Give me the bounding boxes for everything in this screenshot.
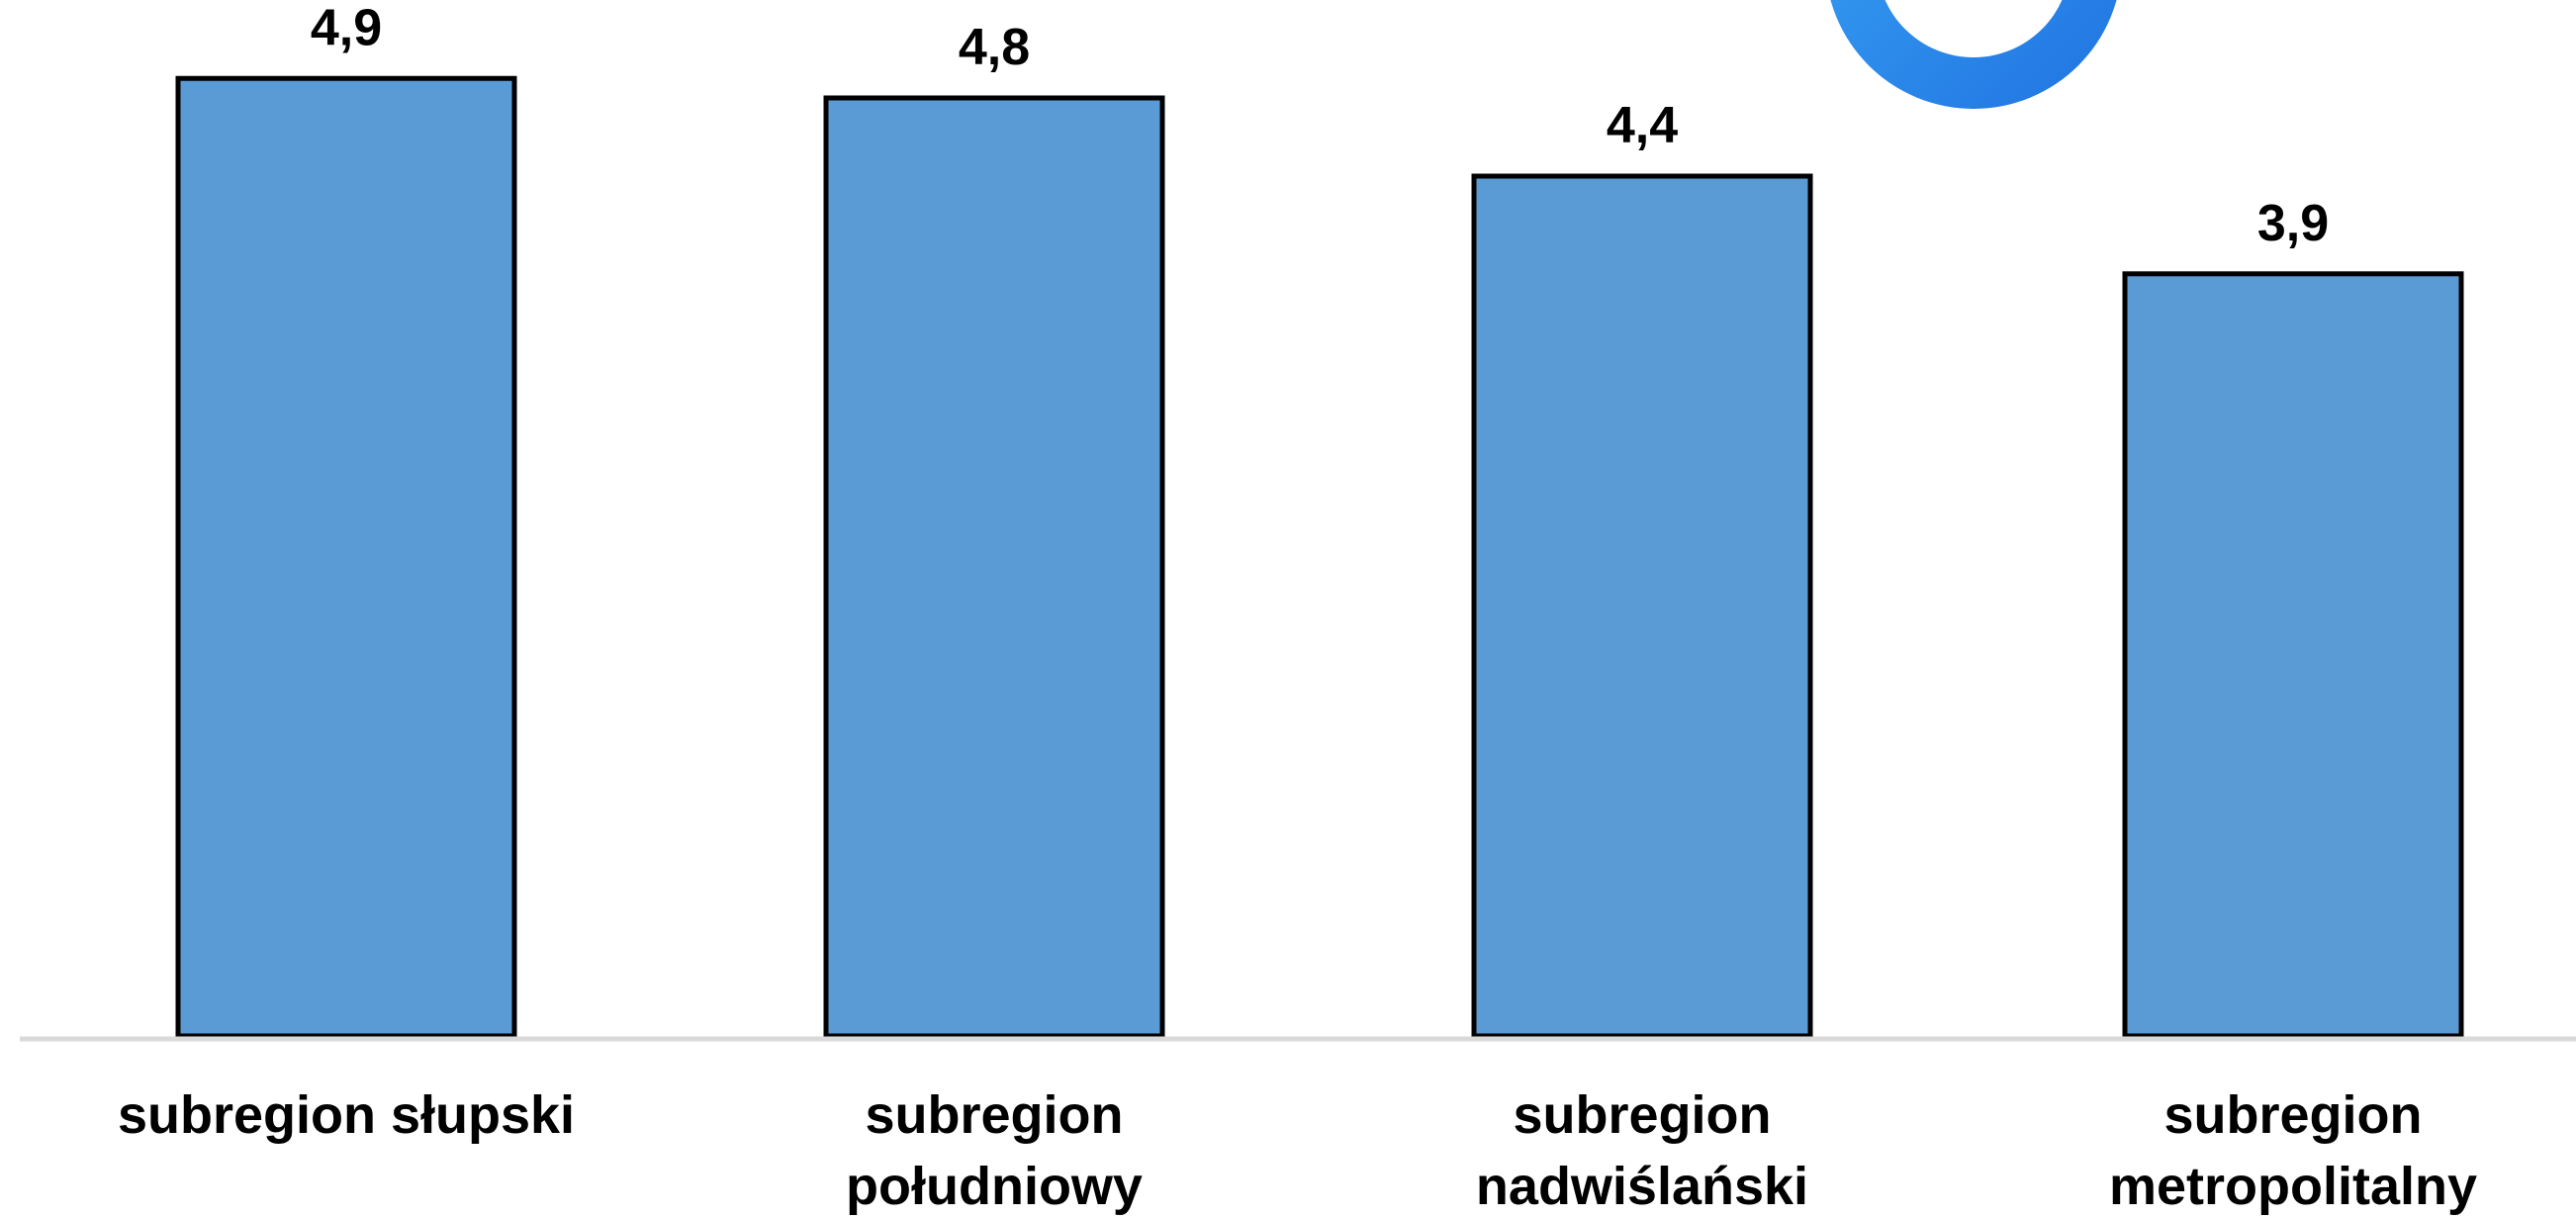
category-label: nadwiślański — [1476, 1157, 1808, 1216]
category-label: subregion — [865, 1085, 1123, 1145]
category-label: subregion — [2163, 1085, 2422, 1145]
logo-ring-icon — [1830, 0, 2117, 109]
bar — [2122, 271, 2464, 1039]
category-label: subregion słupski — [118, 1085, 575, 1145]
bar — [823, 95, 1165, 1039]
data-label: 4,9 — [311, 0, 382, 56]
data-label: 3,9 — [2257, 195, 2329, 252]
bar — [175, 75, 517, 1039]
data-label: 4,8 — [959, 19, 1030, 76]
category-label: subregion — [1513, 1085, 1771, 1145]
labels-layer: 4,9 subregion słupski 4,8 subregion południo… — [118, 0, 2477, 1216]
data-label: 4,4 — [1607, 97, 1678, 154]
bars-layer — [175, 75, 2464, 1039]
category-label: metropolitalny — [2109, 1157, 2477, 1216]
category-label: południowy — [846, 1157, 1143, 1216]
bar — [1471, 173, 1813, 1039]
